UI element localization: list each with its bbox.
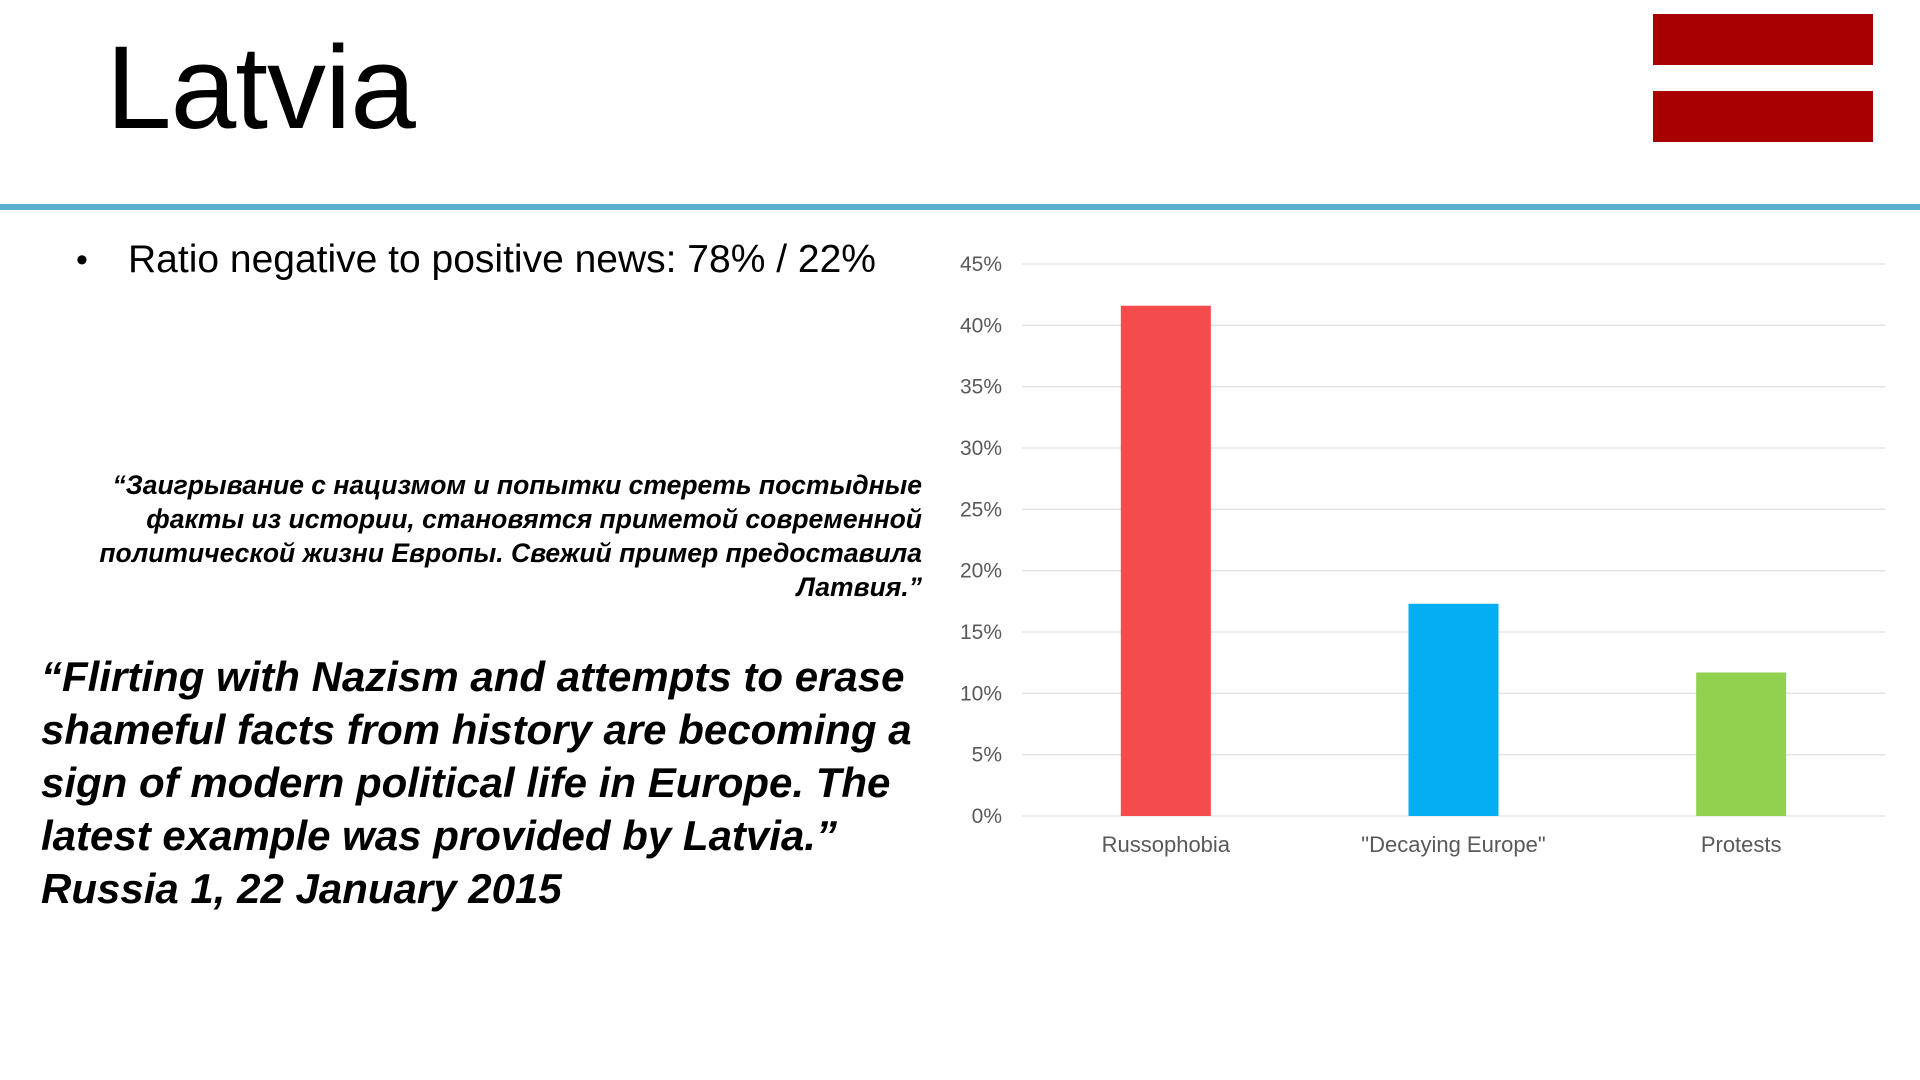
y-tick-label: 20% [960,560,1002,583]
bullet-text: Ratio negative to positive news: 78% / 2… [128,238,876,281]
slide-title: Latvia [106,22,416,154]
y-tick-label: 0% [972,805,1002,828]
quote-source: Russia 1, 22 January 2015 [41,865,562,912]
quote-english-block: “Flirting with Nazism and attempts to er… [41,650,941,915]
bar [1408,603,1499,816]
y-tick-label: 5% [972,744,1002,767]
bar [1120,305,1211,816]
y-tick-label: 25% [960,498,1002,521]
flag-top-stripe [1653,14,1873,65]
y-tick-label: 35% [960,376,1002,399]
y-tick-label: 15% [960,621,1002,644]
y-tick-label: 30% [960,437,1002,460]
latvia-flag [1653,14,1873,142]
bar [1696,672,1787,816]
flag-middle-stripe [1653,65,1873,91]
x-tick-label: Protests [1701,832,1782,857]
quote-english: “Flirting with Nazism and attempts to er… [41,653,912,859]
title-divider [0,204,1920,210]
y-tick-label: 45% [960,253,1002,276]
quote-russian: “Заигрывание с нацизмом и попытки стерет… [99,470,922,602]
flag-bottom-stripe [1653,91,1873,142]
y-tick-label: 10% [960,682,1002,705]
bullet-item: • Ratio negative to positive news: 78% /… [76,232,876,288]
bar-chart: 0% 5% 10% 15% 20% 25% 30% 35% 40% 45% Russophobia "… [960,253,1885,857]
x-tick-label: Russophobia [1102,832,1231,857]
x-tick-label: "Decaying Europe" [1361,832,1545,857]
bullet-dot: • [76,241,88,279]
y-tick-label: 40% [960,314,1002,337]
